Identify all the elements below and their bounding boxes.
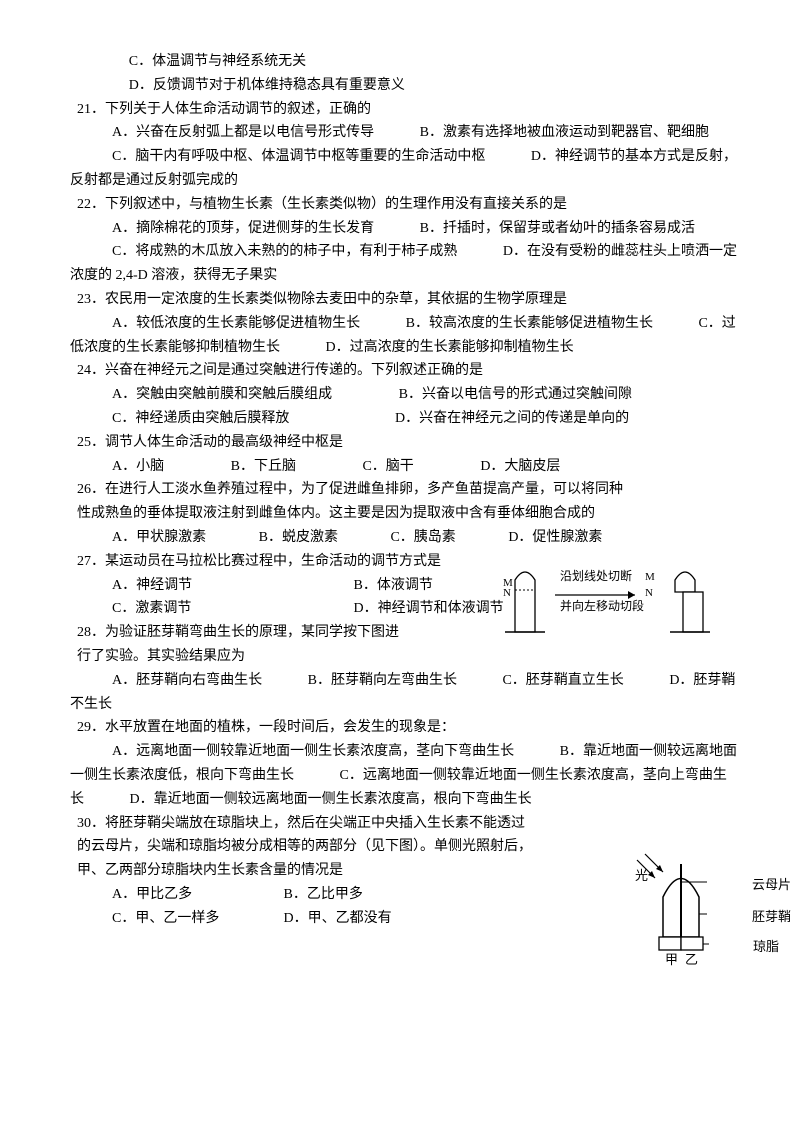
q26-opt-d: D．促性腺激素: [508, 526, 602, 550]
q24-row2: C．神经递质由突触后膜释放 D．兴奋在神经元之间的传递是单向的: [70, 407, 740, 431]
q21-stem: 21．下列关于人体生命活动调节的叙述，正确的: [70, 98, 740, 122]
q30-figure: 光 甲 乙 云母片 胚芽鞘 琼脂: [635, 852, 745, 972]
q24-row1: A．突触由突触前膜和突触后膜组成 B．兴奋以电信号的形式通过突触间隙: [70, 383, 740, 407]
q28-stem2: 行了实验。其实验结果应为: [70, 645, 740, 669]
q26-opts: A．甲状腺激素 B．蜕皮激素 C．胰岛素 D．促性腺激素: [70, 526, 740, 550]
q24-opt-d: D．兴奋在神经元之间的传递是单向的: [395, 407, 629, 431]
fig30-light-text: 光: [635, 868, 648, 883]
q29-stem: 29．水平放置在地面的植株，一段时间后，会发生的现象是：: [70, 716, 740, 740]
q27-opt-b: B．体液调节: [354, 574, 433, 598]
q21-opt-c: C．脑干内有呼吸中枢、体温调节中枢等重要的生命活动中枢: [70, 149, 485, 164]
q23-stem: 23．农民用一定浓度的生长素类似物除去麦田中的杂草，其依据的生物学原理是: [70, 288, 740, 312]
fig28-m2-text: M: [645, 571, 655, 583]
q25-opts: A．小脑 B．下丘脑 C．脑干 D．大脑皮层: [70, 455, 740, 479]
q24-opt-c: C．神经递质由突触后膜释放: [112, 407, 289, 431]
q26-stem1: 26．在进行人工淡水鱼养殖过程中，为了促进雌鱼排卵，多产鱼苗提高产量，可以将同种: [70, 478, 740, 502]
fig28-n1-text: N: [503, 587, 511, 599]
q21-opt-b: B．激素有选择地被血液运动到靶器官、靶细胞: [378, 125, 709, 140]
q27-opt-d: D．神经调节和体液调节: [354, 597, 504, 621]
fig28-n2-text: N: [645, 587, 653, 599]
q24-stem: 24．兴奋在神经元之间是通过突触进行传递的。下列叙述正确的是: [70, 359, 740, 383]
q25-opt-b: B．下丘脑: [231, 455, 296, 479]
fig28-text1: 沿划线处切断: [560, 568, 632, 583]
q24-opt-a: A．突触由突触前膜和突触后膜组成: [112, 383, 332, 407]
q26-stem2: 性成熟鱼的垂体提取液注射到雌鱼体内。这主要是因为提取液中含有垂体细胞合成的: [70, 502, 740, 526]
q29-opt-a: A．远离地面一侧较靠近地面一侧生长素浓度高，茎向下弯曲生长: [70, 744, 514, 759]
q22-opt-a: A．摘除棉花的顶芽，促进侧芽的生长发育: [70, 221, 374, 236]
q25-opt-c: C．脑干: [362, 455, 413, 479]
q28-opt-c: C．胚芽鞘直立生长: [460, 673, 623, 688]
q27-opt-c: C．激素调节: [112, 597, 350, 621]
q28-figure: M N 沿划线处切断 并向左移动切段 M N: [485, 562, 745, 642]
q30-opt-a: A．甲比乙多: [112, 883, 280, 907]
q26-opt-b: B．蜕皮激素: [259, 526, 338, 550]
q23-opt-b: B．较高浓度的生长素能够促进植物生长: [364, 316, 653, 331]
fig30-jia-text: 甲: [665, 952, 678, 967]
q28-opt-b: B．胚芽鞘向左弯曲生长: [266, 673, 457, 688]
q30-opt-d: D．甲、乙都没有: [284, 907, 392, 931]
q26-opt-a: A．甲状腺激素: [112, 526, 206, 550]
q25-stem: 25．调节人体生命活动的最高级神经中枢是: [70, 431, 740, 455]
q29-opt-d: D．靠近地面一侧较远离地面一侧生长素浓度高，根向下弯曲生长: [88, 792, 532, 807]
q30-opt-b: B．乙比甲多: [284, 883, 363, 907]
prev-opt-d: D．反馈调节对于机体维持稳态具有重要意义: [70, 74, 740, 98]
fig30-mica-label: 云母片: [752, 874, 791, 896]
q21-opt-a: A．兴奋在反射弧上都是以电信号形式传导: [70, 125, 374, 140]
fig30-agar-label: 琼脂: [753, 936, 779, 958]
q24-opt-b: B．兴奋以电信号的形式通过突触间隙: [399, 383, 632, 407]
fig28-text2: 并向左移动切段: [560, 598, 644, 613]
q30-opt-c: C．甲、乙一样多: [112, 907, 280, 931]
fig30-yi-text: 乙: [685, 952, 698, 967]
q30-stem1: 30．将胚芽鞘尖端放在琼脂块上，然后在尖端正中央插入生长素不能透过: [70, 812, 740, 836]
q27-opt-a: A．神经调节: [112, 574, 350, 598]
q23-opt-a: A．较低浓度的生长素能够促进植物生长: [70, 316, 360, 331]
q22-opt-b: B．扦插时，保留芽或者幼叶的插条容易成活: [378, 221, 695, 236]
q22-opt-c: C．将成熟的木瓜放入未熟的的柿子中，有利于柿子成熟: [70, 244, 457, 259]
exam-page: C．体温调节与神经系统无关 D．反馈调节对于机体维持稳态具有重要意义 21．下列…: [0, 0, 800, 1132]
prev-opt-c: C．体温调节与神经系统无关: [70, 50, 740, 74]
q25-opt-a: A．小脑: [112, 455, 164, 479]
q22-stem: 22．下列叙述中，与植物生长素（生长素类似物）的生理作用没有直接关系的是: [70, 193, 740, 217]
q23-opt-d: D．过高浓度的生长素能够抑制植物生长: [284, 340, 574, 355]
q26-opt-c: C．胰岛素: [390, 526, 455, 550]
fig30-tip-label: 胚芽鞘: [752, 906, 791, 928]
q25-opt-d: D．大脑皮层: [480, 455, 560, 479]
q28-opt-a: A．胚芽鞘向右弯曲生长: [70, 673, 262, 688]
